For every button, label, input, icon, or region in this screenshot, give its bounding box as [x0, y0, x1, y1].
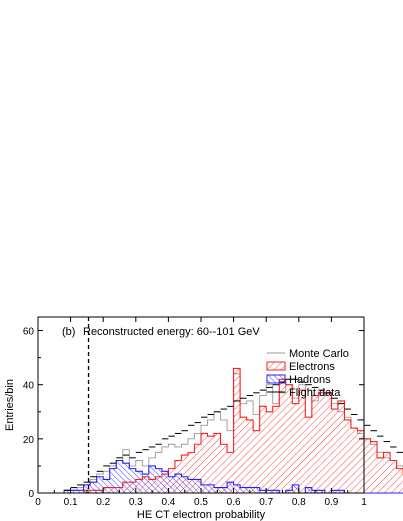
y-tick-label: 20: [23, 435, 35, 446]
y-axis-label: Entries/bin: [4, 379, 16, 431]
series-hadrons: [38, 459, 403, 494]
chart-title: Reconstructed energy: 60--101 GeV: [83, 326, 260, 338]
series-flight-data: [64, 378, 403, 491]
legend-swatch-electrons: [266, 361, 286, 371]
legend-entry-hadrons: Hadrons: [266, 374, 331, 386]
x-tick-label: 0.1: [64, 497, 78, 508]
x-tick-label: 0.2: [96, 497, 110, 508]
legend: Monte Carlo Electrons Hadrons Flight dat…: [266, 348, 349, 399]
y-tick-label: 40: [23, 381, 35, 392]
histogram-layer: [38, 367, 403, 494]
x-tick-label: 0.6: [227, 497, 241, 508]
axis-ticks: 0 0.1 0.2 0.3 0.4 0.5 0.6 0.7 0.8 0.9 1 0 20 40 60: [23, 317, 367, 508]
x-tick-label: 0.9: [324, 497, 338, 508]
y-tick-label: 0: [28, 489, 34, 500]
legend-label-flight-data: Flight data: [289, 387, 341, 399]
legend-label-monte-carlo: Monte Carlo: [289, 348, 349, 360]
y-tick-label: 60: [23, 327, 35, 338]
legend-label-hadrons: Hadrons: [289, 374, 331, 386]
x-tick-label: 1: [361, 497, 367, 508]
legend-swatch-hadrons: [266, 374, 286, 384]
x-tick-label: 0.3: [129, 497, 143, 508]
legend-entry-flight-data: Flight data: [267, 387, 341, 399]
panel-label: (b): [62, 326, 75, 338]
x-tick-label: 0: [35, 497, 41, 508]
series-electrons: [38, 367, 403, 494]
x-tick-label: 0.8: [292, 497, 306, 508]
x-tick-label: 0.4: [161, 497, 175, 508]
x-axis-label: HE CT electron probability: [137, 509, 266, 521]
legend-label-electrons: Electrons: [289, 361, 335, 373]
legend-entry-electrons: Electrons: [266, 361, 335, 373]
x-tick-label: 0.5: [194, 497, 208, 508]
x-tick-label: 0.7: [259, 497, 273, 508]
legend-entry-monte-carlo: Monte Carlo: [267, 348, 349, 360]
